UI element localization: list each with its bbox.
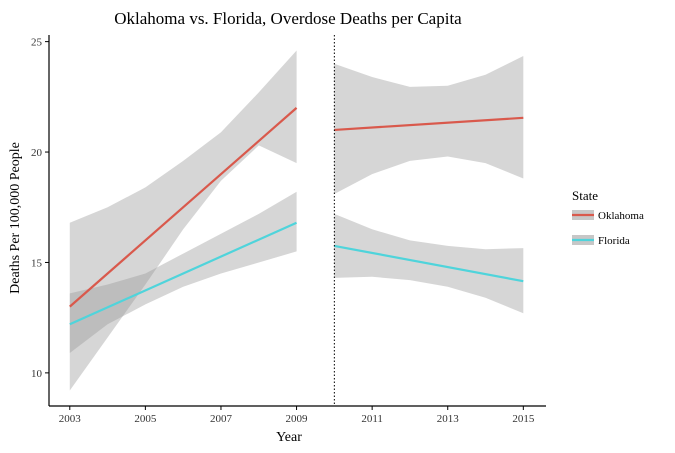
legend-label-florida: Florida — [598, 235, 630, 247]
x-axis-title: Year — [276, 430, 302, 445]
x-tick-label: 2011 — [361, 413, 383, 425]
chart-title: Oklahoma vs. Florida, Overdose Deaths pe… — [114, 9, 462, 28]
y-tick-label: 25 — [31, 37, 43, 49]
oklahoma-confidence-band-1 — [69, 50, 297, 391]
y-axis-ticks: 10 15 20 25 — [31, 37, 49, 380]
legend: State Oklahoma Florida — [572, 188, 644, 247]
x-tick-label: 2009 — [286, 413, 309, 425]
series-lines — [69, 107, 524, 326]
y-tick-label: 10 — [31, 368, 43, 380]
legend-title: State — [572, 188, 598, 203]
y-axis-title: Deaths Per 100,000 People — [8, 142, 23, 294]
florida-trend-line-1 — [69, 221, 298, 326]
y-tick-label: 20 — [31, 147, 43, 159]
oklahoma-trend-line-2 — [334, 116, 524, 132]
oklahoma-trend-line-1 — [69, 107, 298, 308]
confidence-bands — [69, 50, 524, 391]
x-axis-ticks: 2003 2005 2007 2009 2011 2013 2015 — [59, 406, 535, 425]
legend-label-oklahoma: Oklahoma — [598, 210, 644, 222]
x-tick-label: 2007 — [210, 413, 233, 425]
y-tick-label: 15 — [31, 257, 43, 269]
x-tick-label: 2013 — [437, 413, 460, 425]
x-tick-label: 2005 — [134, 413, 157, 425]
legend-item-oklahoma: Oklahoma — [572, 210, 644, 222]
x-tick-label: 2015 — [512, 413, 535, 425]
florida-trend-line-2 — [334, 244, 524, 283]
legend-item-florida: Florida — [572, 235, 630, 247]
oklahoma-confidence-band-2 — [334, 56, 524, 194]
x-tick-label: 2003 — [59, 413, 82, 425]
